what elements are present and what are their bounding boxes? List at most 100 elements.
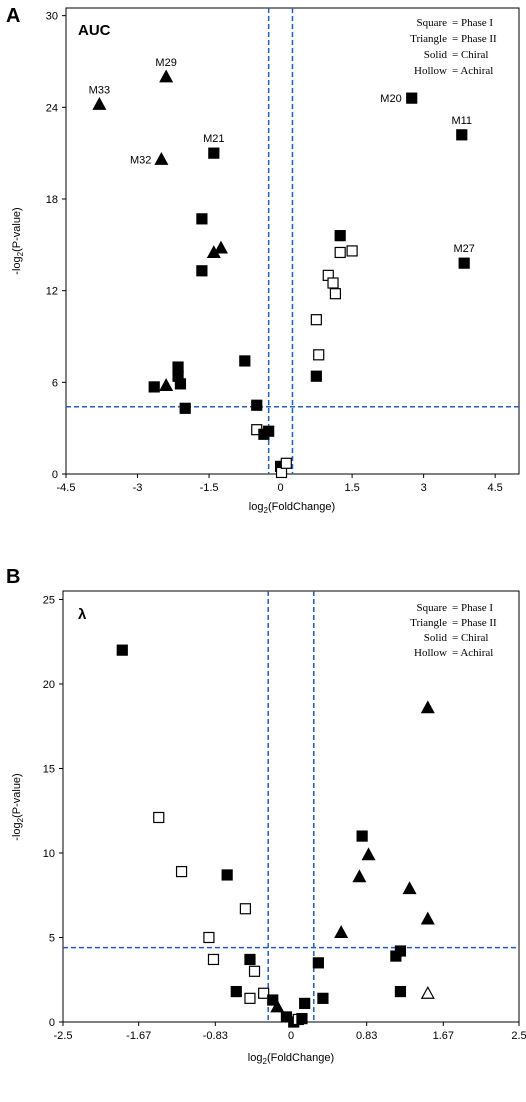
data-point-triangle [420,986,435,999]
x-tick-label: -0.83 [203,1030,228,1042]
data-point-square [248,965,261,977]
data-point-square [310,314,322,326]
y-tick-label: 5 [49,932,55,944]
legend-key: Solid [424,49,448,61]
data-point-square [239,355,251,367]
x-tick-label: -4.5 [57,482,76,494]
data-point-square [394,945,407,957]
data-point-square [394,985,407,998]
data-point-triangle [402,881,417,895]
x-tick-label: 0 [288,1030,294,1042]
data-point-square [196,213,208,225]
data-point-square [244,953,256,966]
data-point-triangle [159,378,174,391]
scatter-chart-b: B λ Square = Phase I Triangle = Phase II… [6,566,526,1066]
x-tick-label: 1.5 [344,482,359,494]
legend-key: Square [416,602,447,614]
point-label: M33 [89,84,110,96]
data-point-square [329,288,342,300]
y-tick-label: 10 [43,848,55,860]
data-point-triangle [361,847,376,861]
chart-title: λ [78,606,87,623]
legend-value: = Achiral [452,647,493,659]
chart-panel-b: B λ Square = Phase I Triangle = Phase II… [0,551,526,1102]
data-point-square [148,381,160,393]
data-point-square [258,987,270,999]
data-point-square [327,277,339,289]
point-label: M21 [203,133,224,145]
point-label: M32 [130,154,151,166]
x-tick-label: 1.67 [433,1030,454,1042]
data-point-triangle [213,240,228,254]
data-point-square [244,992,256,1004]
legend-value: = Achiral [452,65,493,77]
point-layer [116,644,435,1028]
plot-frame [62,590,520,1023]
panel-letter: B [6,566,20,588]
y-tick-label: 30 [46,11,58,23]
y-tick-label: 25 [43,594,55,606]
data-point-square [203,931,215,944]
legend-value: = Phase II [452,617,497,629]
x-tick-label: -1.5 [200,482,219,494]
data-point-square [207,953,220,966]
x-axis-title: log2(FoldChange) [249,501,335,515]
data-point-square [263,425,275,437]
point-label: M20 [380,93,401,105]
tick-layer: -2.5 -1.67 -0.83 0 0.83 1.67 2.5 0 5 10 15 20 25 [43,594,526,1042]
legend: Square = Phase I Triangle = Phase II Sol… [410,602,497,659]
legend-key: Hollow [414,647,447,659]
point-label: M29 [155,57,176,69]
x-tick-label: 0 [278,482,284,494]
data-point-square [299,997,311,1010]
x-tick-label: 3 [421,482,427,494]
data-point-square [230,985,242,998]
x-tick-label: 2.5 [511,1030,526,1042]
y-tick-label: 0 [52,469,58,481]
scatter-chart-a: A AUC Square = Phase I Triangle = Phase … [6,5,520,515]
point-label: M11 [451,115,472,127]
legend-key: Solid [424,632,448,644]
tick-layer: -4.5 -3 -1.5 0 1.5 3 4.5 0 6 12 18 24 30 [46,11,503,494]
data-point-square [179,402,191,414]
y-axis-title: -log2(P-value) [11,207,25,274]
y-tick-label: 0 [49,1017,55,1029]
y-tick-label: 24 [46,102,58,114]
legend-key: Triangle [410,617,447,629]
point-layer: M33 M29 M32 M21 M20 M11 M27 [89,57,475,479]
y-tick-label: 15 [43,763,55,775]
data-point-square [313,349,325,361]
data-point-square [346,245,358,257]
data-point-triangle [154,152,169,165]
legend-value: = Phase I [452,17,493,29]
data-point-triangle [420,911,435,925]
data-point-square [275,466,288,479]
legend-key: Hollow [414,65,447,77]
legend-value: = Chiral [452,49,488,61]
data-point-square [221,869,233,881]
chart-panel-a: A AUC Square = Phase I Triangle = Phase … [6,5,520,515]
point-label: M27 [453,243,474,255]
x-tick-label: -3 [133,482,143,494]
data-point-square [296,1013,308,1025]
data-point-square [458,257,470,269]
y-tick-label: 20 [43,679,55,691]
legend: Square = Phase I Triangle = Phase II Sol… [410,17,497,77]
legend-value: = Phase II [452,33,497,45]
y-axis-title: -log2(P-value) [11,773,25,840]
data-point-square [317,992,329,1004]
data-point-triangle [270,999,285,1013]
data-point-square [267,994,279,1006]
reference-lines [66,8,519,474]
legend-value: = Phase I [452,602,493,614]
data-point-square [251,399,263,411]
legend-key: Square [416,17,447,29]
data-point-square [174,378,187,390]
data-point-square [208,147,220,159]
x-tick-label: -2.5 [54,1030,73,1042]
data-point-square [334,246,346,259]
x-tick-label: -1.67 [126,1030,151,1042]
legend-key: Triangle [410,33,447,45]
data-point-square [456,129,468,141]
panel-letter: A [6,5,20,27]
